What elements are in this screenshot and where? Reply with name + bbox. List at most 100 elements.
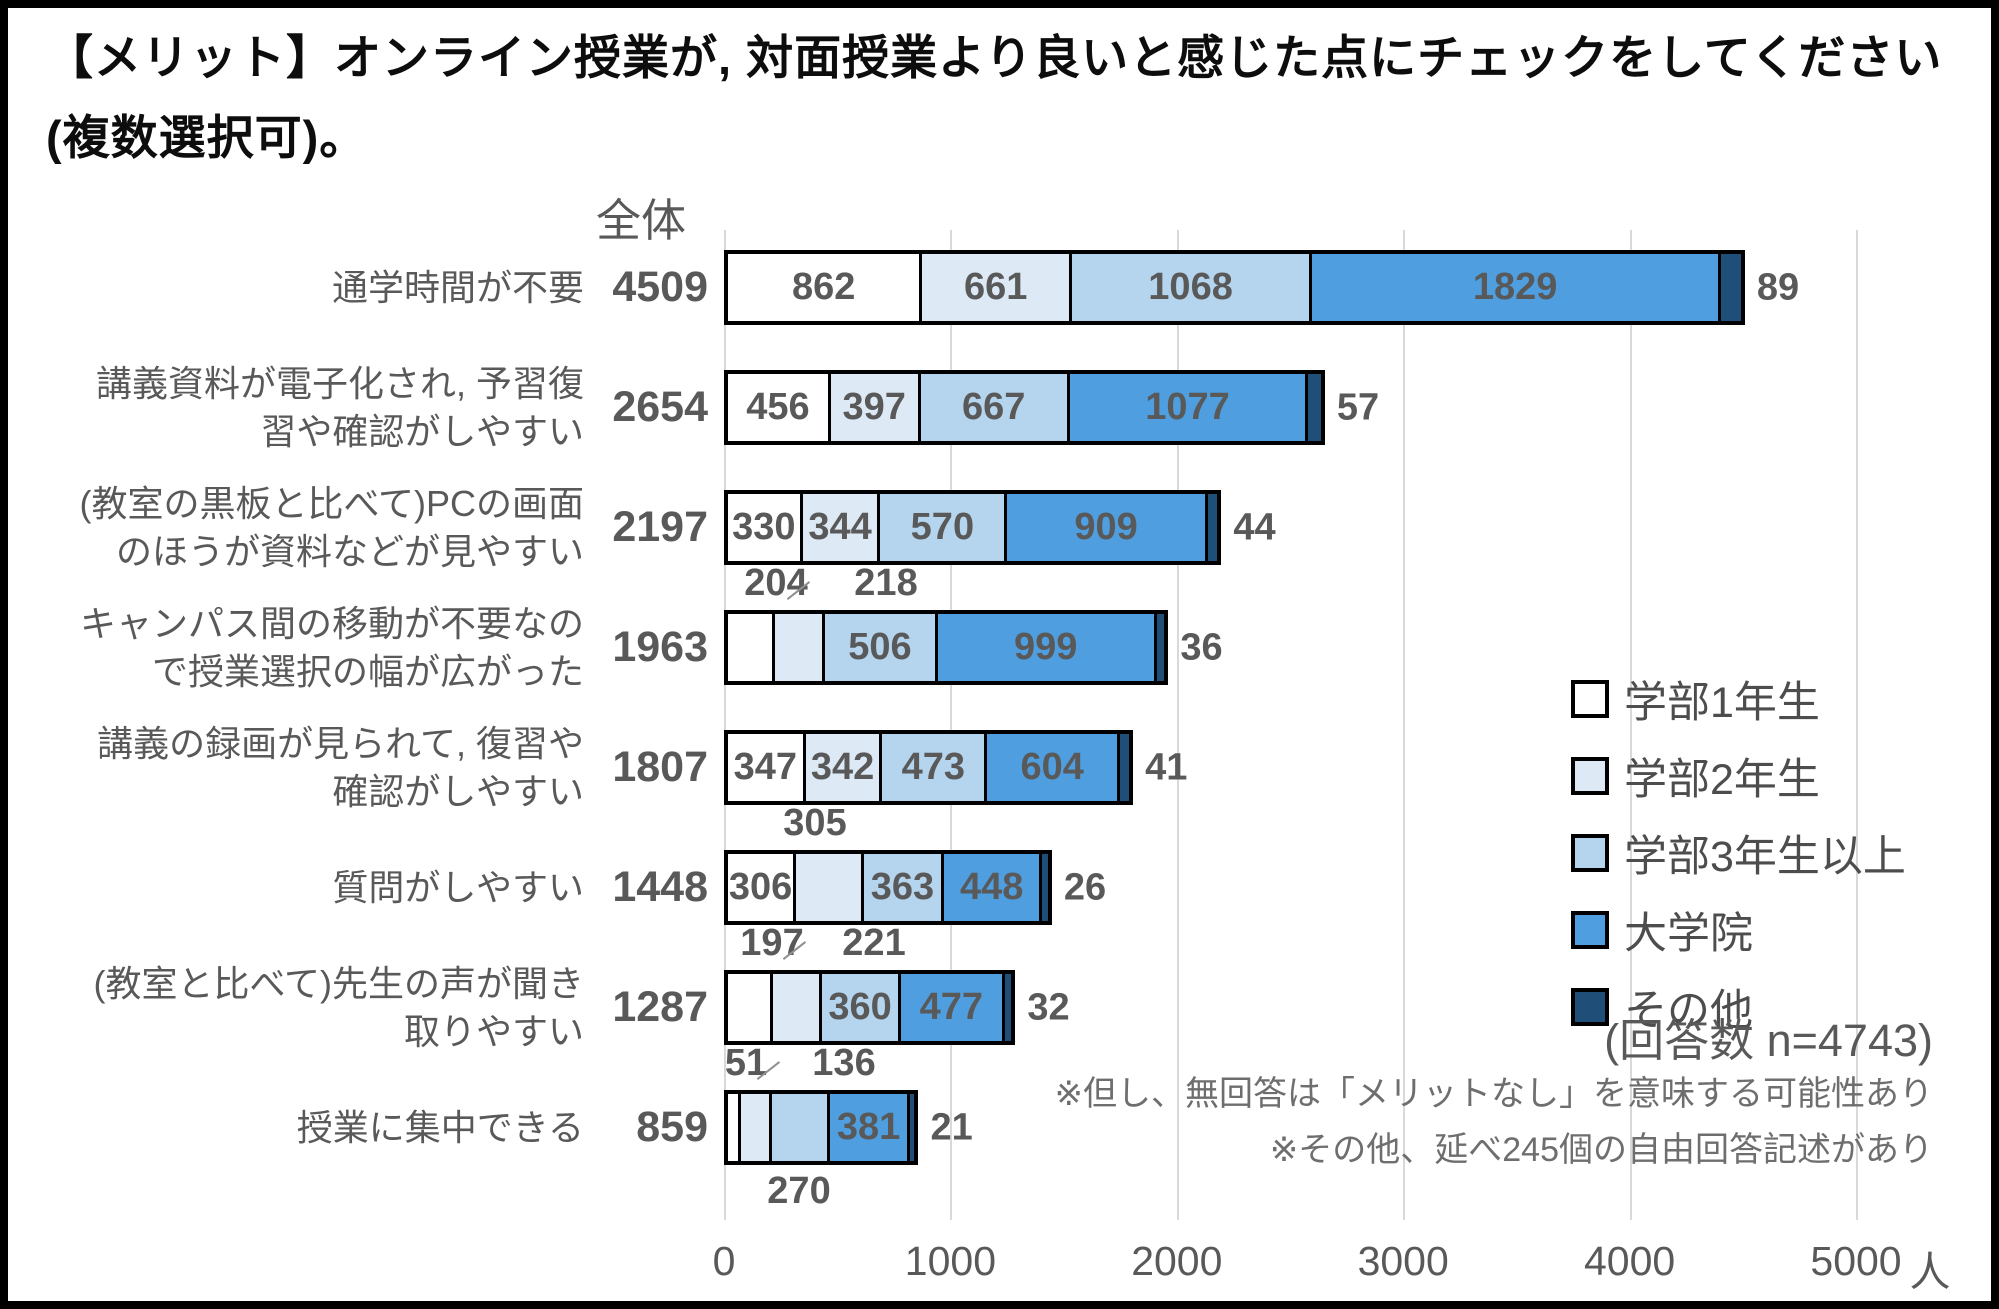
bar-segment <box>1308 374 1321 441</box>
segment-value-label: 347 <box>733 746 798 788</box>
row-label-line: 取りやすい <box>403 1010 584 1052</box>
footnote-line: ※その他、延べ245個の自由回答記述があり <box>1269 1131 1933 1169</box>
segment-value-label: 204 <box>744 562 808 604</box>
row-total-value: 1287 <box>612 983 708 1031</box>
row-label-line: 通学時間が不要 <box>331 266 584 308</box>
segment-value-label: 667 <box>961 386 1026 428</box>
footnote-line: ※但し、無回答は「メリットなし」を意味する可能性あり <box>1054 1075 1934 1113</box>
segment-value-label: 381 <box>836 1106 901 1148</box>
bar-area: 330 344 570 909 44 <box>724 490 1276 565</box>
gridline <box>950 230 953 1220</box>
axis-unit-label: 人 <box>1909 1249 1951 1295</box>
legend-item: 学部3年生以上 <box>1571 814 1906 891</box>
bar-segment: 448 <box>944 854 1043 921</box>
legend-swatch <box>1571 756 1609 795</box>
segment-value-label: 344 <box>808 506 872 548</box>
row-label-line: 質問がしやすい <box>332 866 584 908</box>
axis-tick-label: 3000 <box>1357 1238 1449 1284</box>
segment-value-label: 218 <box>854 562 918 604</box>
legend-label: 学部2年生 <box>1624 755 1820 804</box>
segment-value-label: 570 <box>910 506 975 548</box>
bar-segment <box>1207 494 1218 561</box>
segment-value-label: 473 <box>901 746 965 788</box>
stacked-bar: 456 397 667 1077 <box>724 370 1325 445</box>
segment-value-label: 862 <box>791 266 856 308</box>
segment-value-label: 57 <box>1336 386 1380 428</box>
segment-value-label: 306 <box>728 866 793 908</box>
chart-row: (教室と比べて)先生の声が聞き 取りやすい 1287 360 477 197 221 32 <box>48 922 1963 1070</box>
row-label-line: 習や確認がしやすい <box>260 410 584 452</box>
segment-value-label: 456 <box>746 386 810 428</box>
bar-area: 347 342 473 604 41 <box>724 730 1187 805</box>
bar-segment: 1068 <box>1072 254 1313 321</box>
x-axis: 0 1000 2000 3000 4000 5000 人 <box>713 1238 1991 1295</box>
stacked-bar: 506 999 <box>724 610 1169 685</box>
legend-item: その他 <box>1571 968 1906 1045</box>
axis-tick-label: 5000 <box>1810 1238 1902 1284</box>
segment-value-label: 330 <box>732 506 796 548</box>
row-total-value: 1963 <box>612 623 708 671</box>
row-label: 授業に集中できる <box>48 1090 584 1165</box>
stacked-bar: 360 477 <box>724 970 1016 1045</box>
legend: 学部1年生学部2年生学部3年生以上 大学院その他 <box>1571 660 1906 1045</box>
bar-segment <box>1120 734 1130 801</box>
legend-label: 大学院 <box>1624 909 1753 958</box>
gridline <box>1403 230 1406 1220</box>
axis-tick-label: 0 <box>712 1238 736 1284</box>
legend-swatch <box>1571 987 1609 1026</box>
bar-segment: 473 <box>882 734 988 801</box>
footnotes: ※但し、無回答は「メリットなし」を意味する可能性あり ※その他、延べ245個の自… <box>1055 1066 1934 1178</box>
bar-area: 360 477 197 221 32 <box>724 922 1070 1045</box>
bar-segment <box>728 974 773 1041</box>
segment-value-label: 221 <box>842 922 906 964</box>
row-label: 通学時間が不要 <box>48 250 584 325</box>
legend-label: 学部3年生以上 <box>1624 832 1906 881</box>
gridline <box>1629 230 1632 1220</box>
segment-value-label: 270 <box>767 1170 831 1212</box>
bar-segment <box>728 1094 742 1161</box>
chart-row: (教室の黒板と比べて)PCの画面 のほうが資料などが見やすい 2197 330 344 5… <box>48 470 1963 590</box>
row-label-line: 講義の録画が見られて, 復習や <box>97 722 584 764</box>
segment-value-label: 51 <box>724 1042 768 1084</box>
segment-value-label: 26 <box>1063 866 1107 908</box>
stacked-bar: 330 344 570 909 <box>724 490 1222 565</box>
bar-segment <box>775 614 826 681</box>
segment-value-label: 136 <box>812 1042 876 1084</box>
row-label-line: キャンパス間の移動が不要なの <box>79 602 584 644</box>
bar-area: 862 661 1068 1829 89 <box>724 250 1799 325</box>
totals-header: 全体 <box>596 195 687 246</box>
chart-title: 【メリット】オンライン授業が, 対面授業より良いと感じた点にチェックをしてくださ… <box>46 31 1943 164</box>
row-total-value: 2654 <box>612 383 708 431</box>
legend-label: その他 <box>1624 986 1753 1035</box>
row-total-value: 4509 <box>612 263 708 311</box>
bar-area: 381 51 136 270 21 <box>724 1042 973 1212</box>
bar-segment <box>910 1094 915 1161</box>
chart-row: キャンパス間の移動が不要なの で授業選択の幅が広がった 1963 506 999 204 2… <box>48 562 1963 710</box>
legend-item: 大学院 <box>1571 891 1906 968</box>
segment-value-label: 604 <box>1020 746 1084 788</box>
bar-segment: 1829 <box>1312 254 1722 321</box>
bar-segment <box>1156 614 1165 681</box>
row-label-line: 確認がしやすい <box>332 770 584 812</box>
bar-segment: 506 <box>825 614 938 681</box>
bar-segment: 456 <box>728 374 831 441</box>
bar-segment: 570 <box>880 494 1008 561</box>
segment-value-label: 36 <box>1180 626 1223 668</box>
segment-value-label: 1068 <box>1148 266 1233 308</box>
bar-segment: 1077 <box>1069 374 1309 441</box>
bar-segment: 661 <box>922 254 1073 321</box>
legend-item: 学部1年生 <box>1571 660 1906 737</box>
row-label: (教室と比べて)先生の声が聞き 取りやすい <box>48 963 584 1052</box>
row-total-value: 1807 <box>612 743 708 791</box>
chart-row: 講義の録画が見られて, 復習や 確認がしやすい 1807 347 342 473 604 41 <box>48 710 1963 830</box>
segment-value-label: 397 <box>842 386 906 428</box>
segment-value-label: 448 <box>959 866 1024 908</box>
axis-tick-label: 1000 <box>904 1238 996 1284</box>
segment-value-label: 477 <box>919 986 984 1028</box>
bar-segment: 604 <box>987 734 1121 801</box>
gridline <box>1176 230 1179 1220</box>
legend-swatch <box>1571 833 1609 872</box>
gridline <box>724 230 726 1220</box>
axis-tick-label: 4000 <box>1583 1238 1676 1284</box>
